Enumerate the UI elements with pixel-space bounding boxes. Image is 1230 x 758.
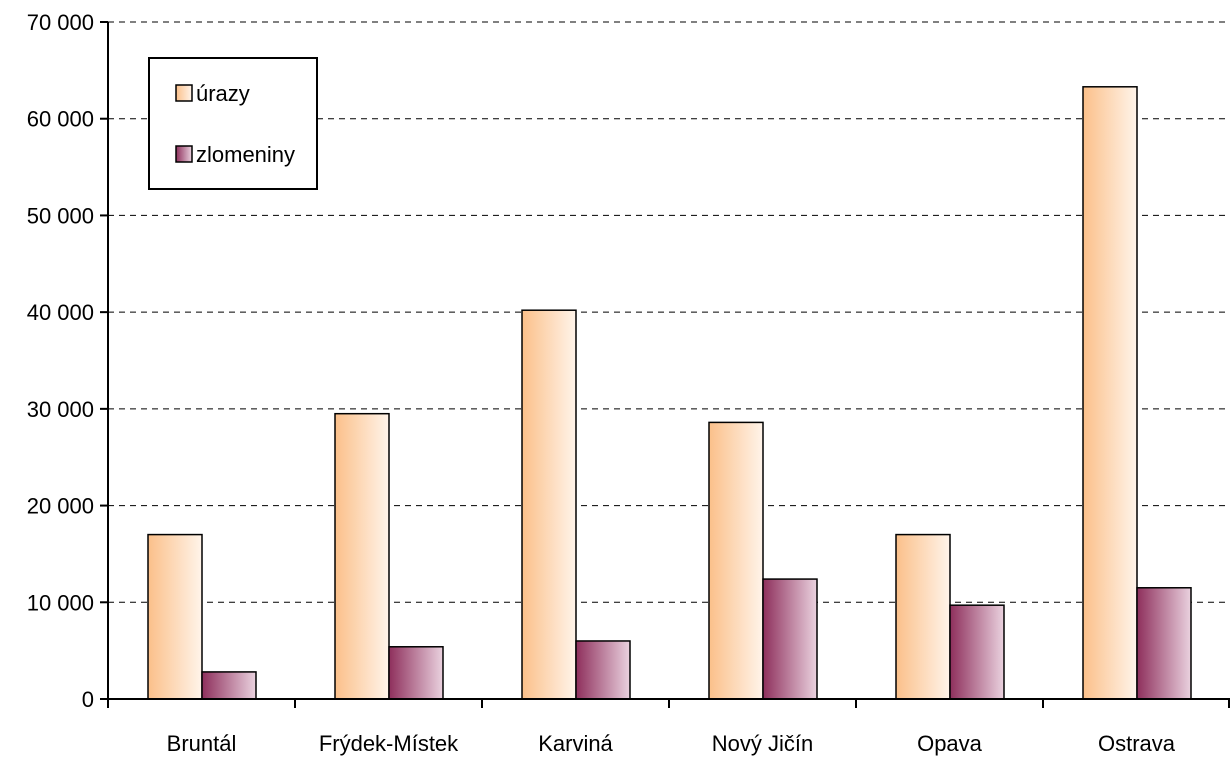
bar-urazy — [334, 412, 390, 700]
bar-urazy — [895, 533, 951, 700]
x-tick-label: Bruntál — [167, 731, 237, 756]
y-tick-label: 20 000 — [27, 494, 94, 519]
bar-urazy — [147, 533, 203, 700]
y-tick-label: 70 000 — [27, 10, 94, 35]
y-tick-label: 40 000 — [27, 300, 94, 325]
bars — [147, 86, 1192, 700]
legend: úrazy zlomeniny — [148, 57, 318, 190]
bar-zlomeniny — [388, 646, 444, 700]
bar-zlomeniny — [949, 604, 1005, 700]
axis-labels: 0 10 000 20 000 30 000 40 000 50 000 60 000 70 … — [27, 10, 1176, 756]
axes — [100, 21, 1230, 708]
bar-urazy — [521, 309, 577, 700]
x-tick-label: Ostrava — [1098, 731, 1176, 756]
bar-urazy — [708, 421, 764, 700]
y-tick-label: 50 000 — [27, 203, 94, 228]
bar-zlomeniny — [762, 578, 818, 700]
x-tick-label: Opava — [917, 731, 983, 756]
x-tick-label: Nový Jičín — [712, 731, 813, 756]
y-tick-label: 10 000 — [27, 590, 94, 615]
y-tick-label: 0 — [82, 687, 94, 712]
x-tick-label: Karviná — [538, 731, 613, 756]
legend-label-urazy: úrazy — [196, 81, 250, 106]
legend-swatch-zlomeniny — [175, 145, 193, 163]
x-tick-label: Frýdek-Místek — [319, 731, 459, 756]
bar-zlomeniny — [201, 671, 257, 700]
y-tick-label: 30 000 — [27, 397, 94, 422]
bar-urazy — [1082, 86, 1138, 700]
bar-zlomeniny — [575, 640, 631, 700]
y-tick-label: 60 000 — [27, 107, 94, 132]
legend-swatch-urazy — [175, 84, 193, 102]
legend-label-zlomeniny: zlomeniny — [196, 142, 295, 167]
legend-box — [148, 57, 318, 190]
bar-zlomeniny — [1136, 587, 1192, 700]
